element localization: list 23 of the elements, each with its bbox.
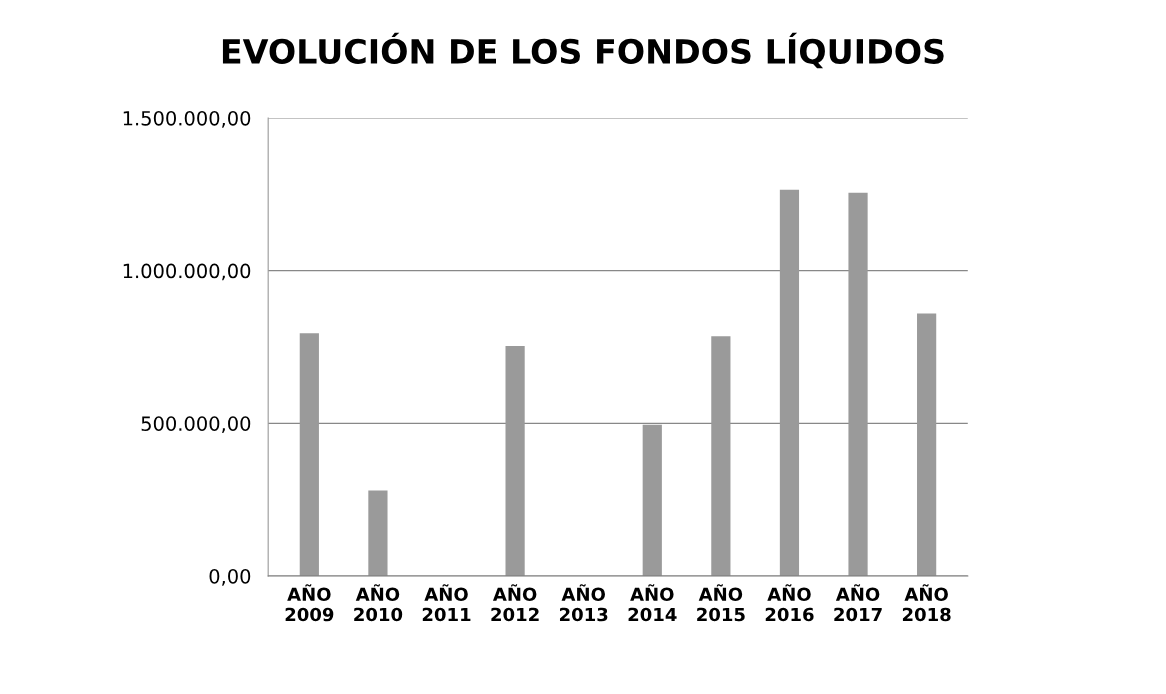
y-tick-label: 500.000,00 [141,416,251,433]
x-tick-label: AÑO 2017 [834,584,882,622]
bar [711,336,731,577]
x-tick-label: AÑO 2009 [285,584,334,622]
bar [368,490,388,577]
x-tick-label: AÑO 2015 [697,584,745,622]
bar [299,333,319,577]
chart-title: EVOLUCIÓN DE LOS FONDOS LÍQUIDOS [222,32,944,69]
x-tick-label: AÑO 2014 [628,584,677,622]
x-tick-label: AÑO 2018 [902,584,951,622]
bar [642,424,662,577]
y-tick-label: 0,00 [209,568,251,586]
x-tick-label: AÑO 2012 [491,584,539,622]
x-tick-label: AÑO 2010 [354,584,403,622]
bar [779,189,800,577]
y-tick-label: 1.500.000,00 [123,110,251,128]
y-tick-label: 1.000.000,00 [123,263,251,281]
x-tick-label: AÑO 2011 [422,584,471,622]
x-tick-label: AÑO 2016 [765,584,814,622]
bar [917,313,937,577]
x-tick-label: AÑO 2013 [559,584,608,622]
bar [848,192,868,577]
bar [505,346,525,577]
